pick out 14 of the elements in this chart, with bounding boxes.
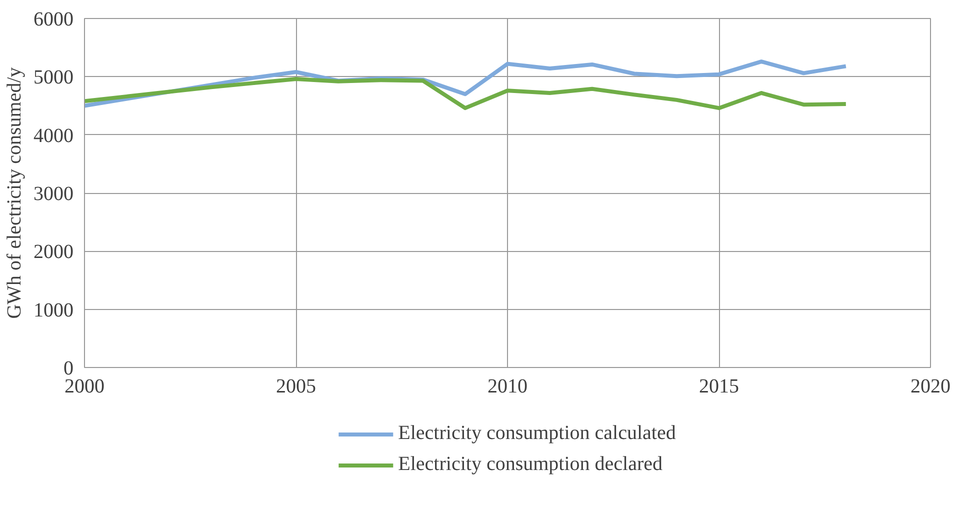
y-axis-title: GWh of electricity consumed/y [4,67,26,319]
x-tick-label: 2015 [699,376,739,398]
y-tick-label: 3000 [34,183,74,205]
legend-label: Electricity consumption calculated [398,422,676,445]
y-tick-label: 6000 [34,8,74,30]
y-tick-label: 5000 [34,66,74,89]
x-tick-label: 2005 [276,376,316,398]
y-tick-label: 2000 [34,241,74,264]
x-tick-label: 2010 [488,376,528,398]
x-tick-label: 2020 [910,376,950,398]
y-tick-label: 4000 [34,124,74,147]
legend-label: Electricity consumption declared [398,453,663,476]
y-tick-label: 1000 [34,299,74,322]
line-series [84,76,848,110]
